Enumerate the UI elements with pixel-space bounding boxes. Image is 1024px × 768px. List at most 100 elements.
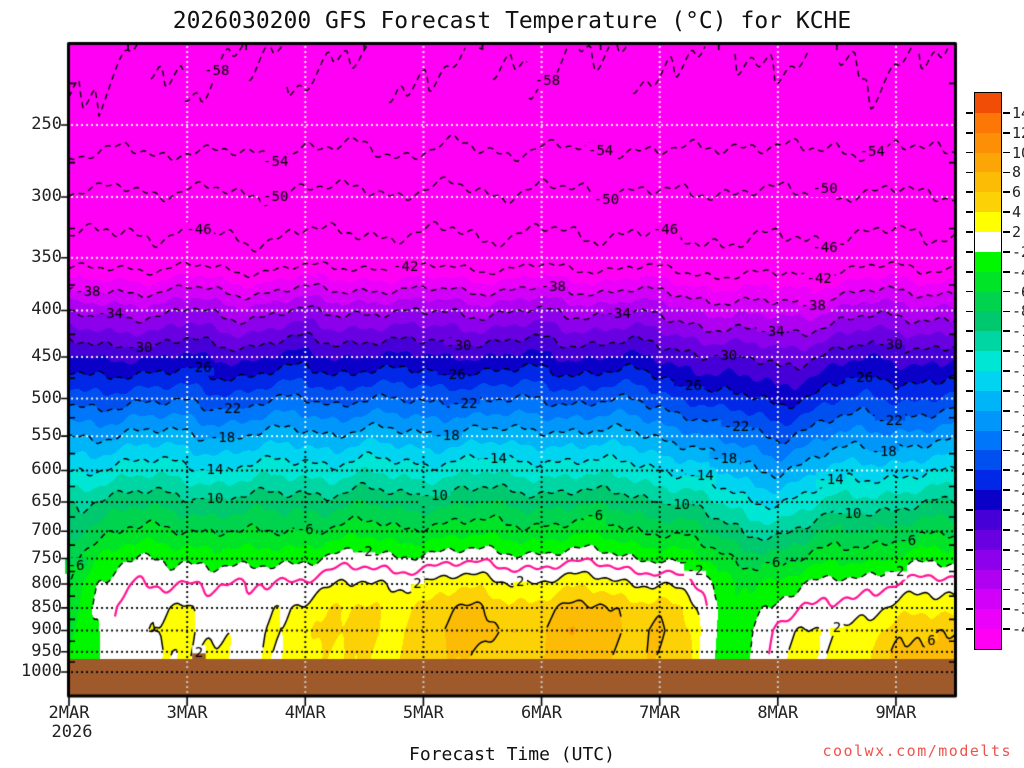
- colorbar-label: -22: [1012, 441, 1024, 460]
- colorbar-tick: [1002, 310, 1010, 313]
- colorbar-tick: [966, 131, 974, 134]
- date-tick-label: 9MAR: [875, 703, 917, 723]
- colorbar-tick: [966, 449, 974, 452]
- colorbar-tick: [966, 310, 974, 313]
- colorbar-tick: [1002, 588, 1010, 591]
- colorbar-segment: [975, 371, 1001, 391]
- colorbar-label: -28: [1012, 501, 1024, 519]
- colorbar-segment: [975, 212, 1001, 233]
- colorbar-tick: [966, 390, 974, 392]
- colorbar-tick: [1002, 211, 1010, 213]
- colorbar-tick: [1002, 509, 1010, 511]
- pressure-tick-label: 850: [31, 596, 62, 617]
- colorbar-tick: [966, 290, 974, 293]
- pressure-tick-label: 750: [31, 547, 62, 568]
- colorbar-segment: [975, 569, 1001, 590]
- colorbar-tick: [1002, 429, 1010, 432]
- pressure-tick-label: 800: [31, 572, 62, 593]
- colorbar-label: 6: [1012, 183, 1022, 202]
- colorbar-label: -32: [1012, 540, 1024, 559]
- colorbar-tick: [1002, 568, 1010, 571]
- colorbar-segment: [975, 311, 1001, 332]
- colorbar-segment: [975, 450, 1001, 471]
- date-tick-label: 2MAR: [48, 703, 90, 723]
- colorbar-segment: [975, 430, 1001, 451]
- colorbar-label: -26: [1012, 481, 1024, 500]
- colorbar-segment: [975, 132, 1001, 153]
- colorbar-tick: [966, 588, 974, 591]
- colorbar-tick: [1002, 290, 1010, 293]
- colorbar-label: -20: [1012, 421, 1024, 440]
- colorbar-label: -14: [1012, 362, 1024, 380]
- colorbar-tick: [1002, 529, 1010, 531]
- colorbar-label: -6: [1012, 282, 1024, 301]
- colorbar-tick: [966, 568, 974, 571]
- colorbar-label: -12: [1012, 342, 1024, 361]
- pressure-tick-label: 300: [31, 185, 62, 206]
- colorbar-tick: [1002, 251, 1010, 253]
- colorbar-tick: [1002, 131, 1010, 134]
- colorbar-label: 4: [1012, 203, 1022, 222]
- colorbar-label: -30: [1012, 520, 1024, 539]
- colorbar-segment: [975, 172, 1001, 193]
- colorbar-segment: [975, 629, 1001, 650]
- colorbar-label: -10: [1012, 322, 1024, 341]
- pressure-tick-label: 700: [31, 520, 62, 541]
- pressure-tick-label: 250: [31, 114, 62, 134]
- colorbar-tick: [966, 370, 974, 372]
- colorbar-tick: [1002, 469, 1010, 472]
- date-tick-label: 8MAR: [757, 703, 799, 723]
- colorbar-tick: [966, 628, 974, 630]
- colorbar-label: -18: [1012, 401, 1024, 420]
- date-tick-label: 6MAR: [521, 703, 562, 723]
- colorbar-label: 8: [1012, 163, 1022, 182]
- colorbar-tick: [1002, 409, 1010, 412]
- pressure-tick-label: 600: [31, 459, 62, 480]
- colorbar-label: -34: [1012, 560, 1024, 579]
- pressure-tick-label: 450: [31, 345, 62, 366]
- colorbar-tick: [966, 251, 974, 253]
- colorbar-tick: [1002, 390, 1010, 392]
- pressure-tick-label: 650: [31, 491, 62, 512]
- pressure-tick-label: 950: [31, 640, 62, 661]
- colorbar-segment: [975, 549, 1001, 570]
- colorbar-tick: [966, 608, 974, 611]
- date-tick-label: 5MAR: [402, 703, 444, 723]
- year-label: 2026: [51, 722, 93, 742]
- colorbar-tick: [1002, 608, 1010, 611]
- colorbar-label: 10: [1012, 143, 1024, 162]
- watermark-text: coolwx.com/modelts: [822, 742, 1012, 760]
- pressure-tick-label: 500: [31, 387, 62, 408]
- colorbar-label: -36: [1012, 580, 1024, 599]
- colorbar-label: -24: [1012, 461, 1024, 480]
- colorbar-tick: [966, 429, 974, 432]
- colorbar-tick: [966, 548, 974, 551]
- colorbar-segment: [975, 331, 1001, 352]
- colorbar-tick: [966, 191, 974, 194]
- colorbar-segment: [975, 232, 1001, 252]
- colorbar-tick: [966, 489, 974, 491]
- colorbar-segment: [975, 529, 1001, 550]
- pressure-tick-label: 900: [31, 619, 62, 640]
- colorbar-segment: [975, 510, 1001, 530]
- pressure-tick-label: 1000: [21, 661, 62, 682]
- colorbar-label: 12: [1012, 123, 1024, 142]
- colorbar-label: -40: [1012, 620, 1024, 639]
- colorbar-segment: [975, 93, 1001, 113]
- colorbar-segment: [975, 589, 1001, 610]
- colorbar-tick: [1002, 628, 1010, 630]
- colorbar-segment: [975, 351, 1001, 372]
- date-tick-label: 4MAR: [284, 703, 326, 723]
- colorbar-tick: [966, 350, 974, 352]
- colorbar-segment: [975, 390, 1001, 411]
- colorbar-tick: [1002, 350, 1010, 352]
- x-axis-title: Forecast Time (UTC): [409, 744, 615, 765]
- colorbar-tick: [1002, 449, 1010, 452]
- colorbar-segment: [975, 112, 1001, 133]
- colorbar-tick: [1002, 330, 1010, 333]
- colorbar-tick: [1002, 191, 1010, 194]
- colorbar-tick: [966, 469, 974, 472]
- date-tick-label: 3MAR: [166, 703, 208, 723]
- colorbar-label: -4: [1012, 262, 1024, 281]
